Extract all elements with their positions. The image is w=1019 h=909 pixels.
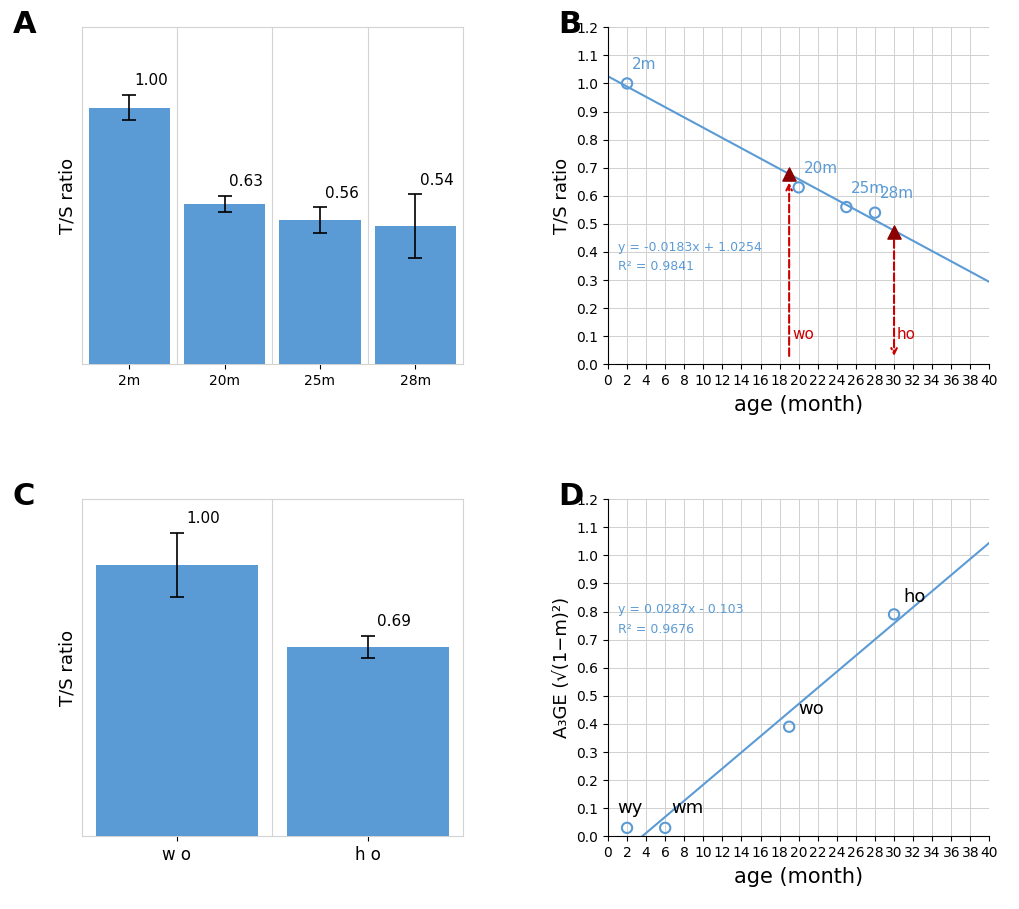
Text: 2m: 2m bbox=[631, 57, 655, 72]
Point bbox=[781, 167, 797, 182]
Text: y = -0.0183x + 1.0254: y = -0.0183x + 1.0254 bbox=[616, 241, 760, 254]
Bar bbox=[374, 226, 455, 365]
Text: wo: wo bbox=[798, 700, 823, 718]
Bar bbox=[279, 220, 360, 365]
Text: wy: wy bbox=[616, 799, 642, 816]
Text: A: A bbox=[13, 10, 37, 39]
Point bbox=[619, 76, 635, 91]
Text: 0.56: 0.56 bbox=[324, 185, 359, 201]
Text: 0.54: 0.54 bbox=[420, 173, 453, 188]
Text: ho: ho bbox=[896, 327, 915, 342]
Bar bbox=[96, 565, 258, 836]
Text: ho: ho bbox=[903, 588, 925, 606]
X-axis label: age (month): age (month) bbox=[734, 867, 862, 887]
Y-axis label: T/S ratio: T/S ratio bbox=[58, 158, 76, 234]
Point bbox=[886, 607, 902, 622]
Text: R² = 0.9841: R² = 0.9841 bbox=[616, 260, 693, 274]
Y-axis label: T/S ratio: T/S ratio bbox=[552, 158, 570, 234]
Point bbox=[619, 821, 635, 835]
Point bbox=[781, 719, 797, 734]
Text: 0.69: 0.69 bbox=[377, 614, 411, 629]
Text: 20m: 20m bbox=[803, 161, 837, 176]
Text: D: D bbox=[557, 483, 583, 512]
Bar bbox=[286, 647, 448, 836]
Point bbox=[790, 180, 806, 195]
Text: 28m: 28m bbox=[878, 186, 913, 202]
Text: 1.00: 1.00 bbox=[133, 74, 168, 88]
Point bbox=[838, 200, 854, 215]
Bar bbox=[183, 204, 265, 365]
Text: wm: wm bbox=[671, 799, 702, 816]
Text: 25m: 25m bbox=[850, 181, 884, 195]
Text: B: B bbox=[557, 10, 581, 39]
Point bbox=[886, 225, 902, 239]
Text: C: C bbox=[13, 483, 36, 512]
Text: 0.63: 0.63 bbox=[229, 175, 263, 189]
X-axis label: age (month): age (month) bbox=[734, 395, 862, 415]
Bar bbox=[89, 107, 169, 365]
Point bbox=[866, 205, 882, 220]
Text: y = 0.0287x - 0.103: y = 0.0287x - 0.103 bbox=[616, 604, 742, 616]
Text: wo: wo bbox=[791, 327, 813, 342]
Text: 1.00: 1.00 bbox=[186, 512, 220, 526]
Y-axis label: T/S ratio: T/S ratio bbox=[58, 630, 76, 705]
Text: R² = 0.9676: R² = 0.9676 bbox=[616, 623, 693, 635]
Y-axis label: A₃GE (√(1−m)²): A₃GE (√(1−m)²) bbox=[552, 597, 570, 738]
Point bbox=[656, 821, 673, 835]
